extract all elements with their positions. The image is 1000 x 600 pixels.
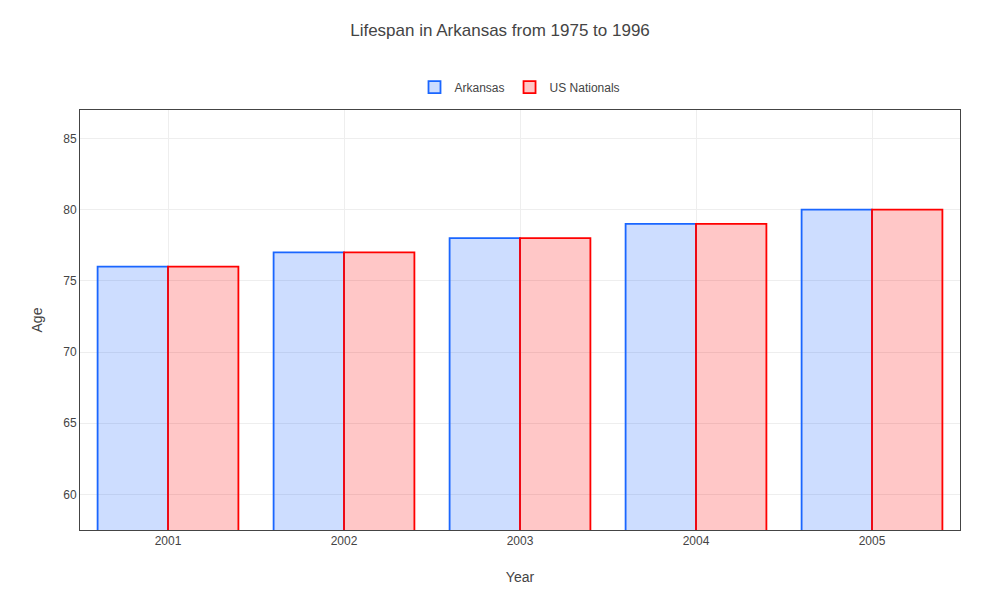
svg-text:85: 85 [63, 132, 77, 146]
svg-text:Year: Year [506, 569, 535, 585]
svg-text:65: 65 [63, 416, 77, 430]
svg-text:60: 60 [63, 488, 77, 502]
svg-text:US Nationals: US Nationals [550, 81, 620, 95]
svg-text:2005: 2005 [859, 534, 886, 548]
svg-text:2003: 2003 [507, 534, 534, 548]
svg-text:Arkansas: Arkansas [455, 81, 505, 95]
svg-text:Lifespan in Arkansas from 1975: Lifespan in Arkansas from 1975 to 1996 [350, 21, 650, 40]
svg-text:75: 75 [63, 274, 77, 288]
svg-text:2004: 2004 [683, 534, 710, 548]
svg-text:2002: 2002 [331, 534, 358, 548]
svg-text:2001: 2001 [155, 534, 182, 548]
svg-text:80: 80 [63, 203, 77, 217]
svg-text:70: 70 [63, 345, 77, 359]
svg-text:Age: Age [29, 307, 45, 332]
